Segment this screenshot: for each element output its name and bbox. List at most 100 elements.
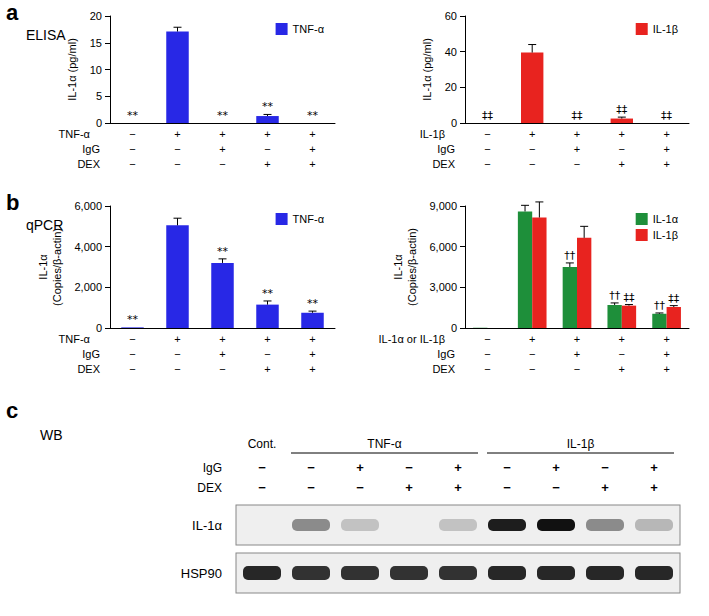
svg-text:IgG: IgG <box>203 461 222 475</box>
svg-text:**: ** <box>307 297 319 310</box>
svg-text:+: + <box>309 363 315 375</box>
svg-text:**: ** <box>217 109 229 122</box>
svg-text:(Copies/β-actin): (Copies/β-actin) <box>406 228 418 306</box>
svg-text:2,000: 2,000 <box>74 281 102 293</box>
svg-text:4,000: 4,000 <box>74 241 102 253</box>
svg-text:−: − <box>574 158 580 170</box>
svg-text:−: − <box>129 348 135 360</box>
svg-text:−: − <box>174 348 180 360</box>
svg-text:−: − <box>264 348 270 360</box>
svg-text:WB: WB <box>40 427 63 443</box>
svg-text:+: + <box>663 128 669 140</box>
svg-text:+: + <box>619 333 625 345</box>
svg-text:−: − <box>174 158 180 170</box>
svg-text:‡‡: ‡‡ <box>661 109 673 122</box>
svg-text:+: + <box>529 128 535 140</box>
svg-text:−: − <box>307 460 315 475</box>
svg-text:−: − <box>503 480 511 495</box>
svg-text:+: + <box>663 348 669 360</box>
svg-text:IL-1β: IL-1β <box>653 229 678 241</box>
svg-text:+: + <box>650 480 658 495</box>
svg-text:IL-1α (pg/ml): IL-1α (pg/ml) <box>66 38 78 101</box>
svg-text:0: 0 <box>96 117 102 129</box>
svg-text:IgG: IgG <box>437 348 455 360</box>
svg-text:−: − <box>529 143 535 155</box>
svg-text:+: + <box>619 363 625 375</box>
svg-text:TNF-α: TNF-α <box>293 213 325 225</box>
svg-text:−: − <box>503 460 511 475</box>
svg-text:+: + <box>219 333 225 345</box>
svg-text:−: − <box>258 460 266 475</box>
svg-text:+: + <box>663 333 669 345</box>
svg-text:−: − <box>484 363 490 375</box>
svg-text:20: 20 <box>445 81 457 93</box>
svg-text:+: + <box>619 158 625 170</box>
svg-text:a: a <box>6 0 19 25</box>
svg-text:+: + <box>264 158 270 170</box>
svg-text:‡‡: ‡‡ <box>482 109 494 122</box>
svg-text:Cont.: Cont. <box>248 437 277 451</box>
svg-text:**: ** <box>262 100 274 113</box>
svg-text:−: − <box>484 158 490 170</box>
svg-text:−: − <box>484 143 490 155</box>
svg-text:+: + <box>454 480 462 495</box>
svg-text:IgG: IgG <box>437 143 455 155</box>
svg-text:−: − <box>529 348 535 360</box>
svg-text:−: − <box>356 480 364 495</box>
svg-text:0: 0 <box>96 322 102 334</box>
svg-text:††: †† <box>654 299 666 312</box>
svg-text:9,000: 9,000 <box>429 200 457 212</box>
svg-text:IL-1α: IL-1α <box>37 254 49 280</box>
svg-text:+: + <box>663 363 669 375</box>
svg-text:IgG: IgG <box>82 348 100 360</box>
svg-text:+: + <box>309 128 315 140</box>
svg-text:−: − <box>129 128 135 140</box>
svg-text:(Copies/β-actin): (Copies/β-actin) <box>51 228 63 306</box>
svg-text:††: †† <box>564 249 576 262</box>
svg-text:6,000: 6,000 <box>429 241 457 253</box>
svg-text:**: ** <box>127 109 139 122</box>
svg-text:‡‡: ‡‡ <box>623 291 635 304</box>
svg-text:60: 60 <box>445 10 457 22</box>
svg-text:+: + <box>574 128 580 140</box>
svg-text:+: + <box>174 333 180 345</box>
svg-text:IgG: IgG <box>82 143 100 155</box>
svg-text:‡‡: ‡‡ <box>616 103 628 116</box>
svg-text:6,000: 6,000 <box>74 200 102 212</box>
svg-text:0: 0 <box>451 322 457 334</box>
svg-text:TNF-α: TNF-α <box>59 333 91 345</box>
svg-text:+: + <box>264 333 270 345</box>
svg-text:TNF-α: TNF-α <box>367 437 401 451</box>
svg-text:−: − <box>484 128 490 140</box>
svg-text:IL-1α: IL-1α <box>192 518 222 533</box>
svg-text:DEX: DEX <box>432 158 455 170</box>
svg-text:‡‡: ‡‡ <box>572 109 584 122</box>
svg-text:−: − <box>552 480 560 495</box>
svg-text:−: − <box>529 158 535 170</box>
svg-text:††: †† <box>609 289 621 302</box>
svg-text:+: + <box>264 363 270 375</box>
svg-text:+: + <box>309 143 315 155</box>
svg-text:+: + <box>601 480 609 495</box>
svg-text:+: + <box>309 158 315 170</box>
svg-text:10: 10 <box>90 64 102 76</box>
svg-text:‡‡: ‡‡ <box>668 292 680 305</box>
svg-text:+: + <box>552 460 560 475</box>
svg-text:+: + <box>309 333 315 345</box>
svg-text:IL-1β: IL-1β <box>420 128 445 140</box>
svg-text:−: − <box>484 348 490 360</box>
svg-text:ELISA: ELISA <box>26 27 66 43</box>
svg-text:−: − <box>307 480 315 495</box>
svg-text:DEX: DEX <box>197 481 222 495</box>
svg-text:−: − <box>174 143 180 155</box>
svg-text:+: + <box>454 460 462 475</box>
svg-text:5: 5 <box>96 90 102 102</box>
svg-text:−: − <box>129 363 135 375</box>
svg-text:b: b <box>6 190 19 215</box>
svg-text:**: ** <box>127 313 139 326</box>
svg-text:20: 20 <box>90 10 102 22</box>
svg-text:15: 15 <box>90 37 102 49</box>
svg-text:+: + <box>219 348 225 360</box>
svg-text:−: − <box>484 333 490 345</box>
svg-text:−: − <box>174 363 180 375</box>
